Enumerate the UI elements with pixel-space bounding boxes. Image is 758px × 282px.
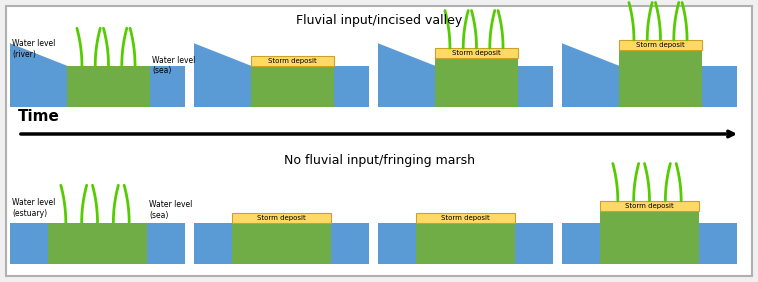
Bar xyxy=(251,56,334,66)
Text: Time: Time xyxy=(18,109,60,124)
Text: Storm deposit: Storm deposit xyxy=(625,203,674,209)
Text: Storm deposit: Storm deposit xyxy=(441,215,490,221)
Bar xyxy=(619,50,702,107)
Bar xyxy=(232,213,331,223)
Bar xyxy=(515,223,553,264)
Bar xyxy=(10,223,48,264)
Bar xyxy=(48,223,147,264)
Text: Storm deposit: Storm deposit xyxy=(636,42,685,48)
Bar xyxy=(10,66,185,107)
Bar xyxy=(416,223,515,264)
Bar xyxy=(435,48,518,58)
Polygon shape xyxy=(378,43,435,107)
Bar xyxy=(147,223,185,264)
Text: Storm deposit: Storm deposit xyxy=(452,50,501,56)
Bar xyxy=(416,213,515,223)
Bar xyxy=(331,223,369,264)
Bar xyxy=(67,66,150,107)
FancyBboxPatch shape xyxy=(6,6,752,276)
Bar xyxy=(334,78,369,107)
Bar xyxy=(150,78,185,107)
Polygon shape xyxy=(10,43,67,107)
Bar xyxy=(194,66,369,107)
Text: No fluvial input/fringing marsh: No fluvial input/fringing marsh xyxy=(283,154,475,167)
Text: Water level
(river): Water level (river) xyxy=(12,39,55,59)
Bar xyxy=(232,223,331,264)
Bar xyxy=(378,66,553,107)
Text: Water level
(estuary): Water level (estuary) xyxy=(12,198,55,218)
Text: Storm deposit: Storm deposit xyxy=(257,215,306,221)
Bar xyxy=(378,223,416,264)
Bar xyxy=(194,223,232,264)
Polygon shape xyxy=(194,43,251,107)
Bar xyxy=(702,78,737,107)
Polygon shape xyxy=(562,43,619,107)
Bar xyxy=(251,66,334,107)
Bar xyxy=(518,78,553,107)
Bar xyxy=(435,58,518,107)
Text: Water level
(sea): Water level (sea) xyxy=(152,56,196,76)
Bar xyxy=(619,40,702,50)
Bar xyxy=(600,201,699,211)
Bar xyxy=(699,223,737,264)
Bar xyxy=(562,223,600,264)
Text: Fluvial input/incised valley: Fluvial input/incised valley xyxy=(296,14,462,27)
Text: Storm deposit: Storm deposit xyxy=(268,58,317,64)
Text: Water level
(sea): Water level (sea) xyxy=(149,200,193,220)
Bar xyxy=(562,66,737,107)
Bar xyxy=(600,211,699,264)
